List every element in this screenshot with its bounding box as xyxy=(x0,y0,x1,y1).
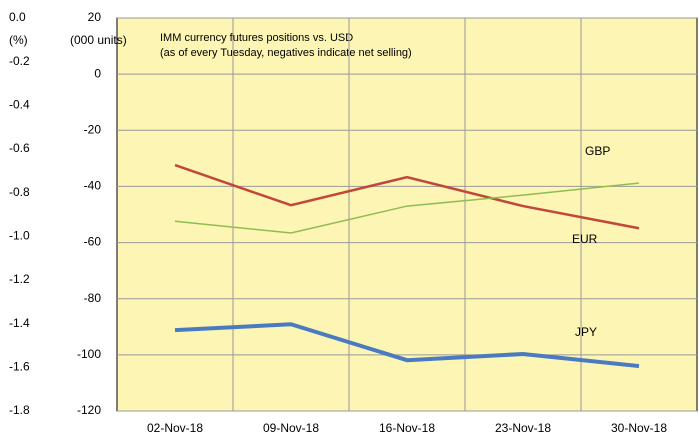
y2-tick-label: -0.8 xyxy=(9,185,30,199)
plot-area xyxy=(116,17,698,412)
y-tick-label: -40 xyxy=(84,179,102,193)
chart-subtitle: (as of every Tuesday, negatives indicate… xyxy=(160,47,412,59)
y-tick-label: -80 xyxy=(84,291,102,305)
y-axis-label: (000 units) xyxy=(70,33,127,47)
x-tick-label: 09-Nov-18 xyxy=(263,421,319,435)
x-tick-label: 30-Nov-18 xyxy=(611,421,667,435)
line-series xyxy=(174,163,640,230)
chart-title: IMM currency futures positions vs. USD xyxy=(160,32,353,44)
y-tick-label: -100 xyxy=(77,347,101,361)
y2-tick-label: -0.6 xyxy=(9,141,30,155)
y2-tick-label: -0.2 xyxy=(9,54,30,68)
series-label: JPY xyxy=(575,325,597,339)
x-tick-label: 02-Nov-18 xyxy=(147,421,203,435)
line-series xyxy=(174,182,640,234)
y2-tick-label: -1.8 xyxy=(9,403,30,417)
y2-tick-label: -1.6 xyxy=(9,360,30,374)
y2-tick-label: -1.4 xyxy=(9,316,30,330)
y-tick-label: 20 xyxy=(88,10,102,24)
series-label: EUR xyxy=(572,232,598,246)
line-series xyxy=(174,322,640,369)
y-tick-label: -20 xyxy=(84,122,102,136)
x-tick-label: 23-Nov-18 xyxy=(495,421,551,435)
series-label: GBP xyxy=(585,144,610,158)
y-tick-label: -120 xyxy=(77,403,101,417)
y2-axis-label: (%) xyxy=(9,33,28,47)
y-tick-label: -60 xyxy=(84,235,102,249)
y2-tick-label: 0.0 xyxy=(9,10,26,24)
y-tick-label: 0 xyxy=(94,66,101,80)
x-tick-label: 16-Nov-18 xyxy=(379,421,435,435)
y2-tick-label: -1.0 xyxy=(9,229,30,243)
y2-tick-label: -0.4 xyxy=(9,98,30,112)
y2-tick-label: -1.2 xyxy=(9,272,30,286)
